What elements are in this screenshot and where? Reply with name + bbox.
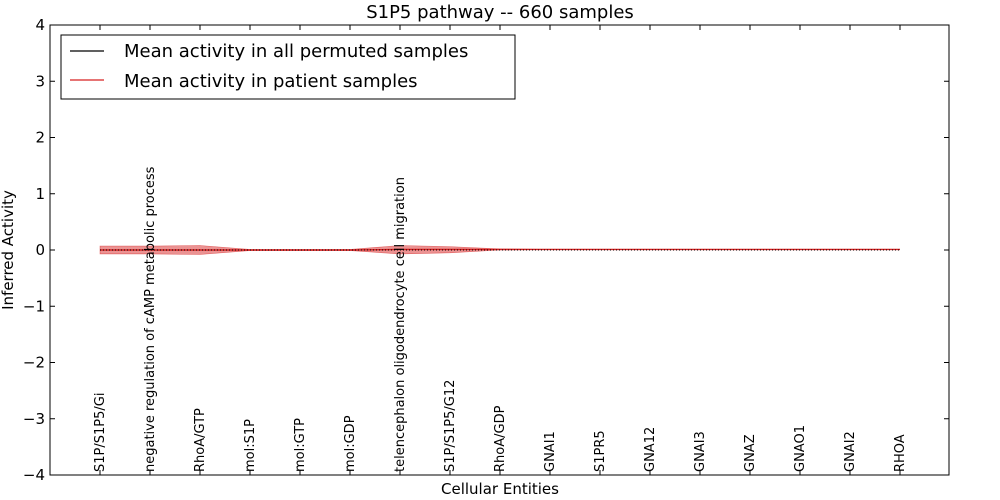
x-category-label: S1P/S1P5/G12	[443, 380, 458, 472]
x-category-label: GNA12	[643, 427, 658, 472]
x-axis-label: Cellular Entities	[441, 480, 559, 498]
y-axis-label: Inferred Activity	[0, 190, 17, 310]
x-category-label: GNAZ	[743, 434, 758, 472]
legend-box	[60, 34, 516, 100]
x-category-label: RhoA/GTP	[193, 408, 208, 472]
y-tick-label: 3	[35, 72, 45, 90]
y-tick-label: 1	[35, 185, 45, 203]
y-tick-label: −3	[23, 410, 45, 428]
x-category-label: mol:GTP	[293, 418, 308, 472]
x-category-label: GNAI1	[543, 431, 558, 472]
x-category-label: S1PR5	[593, 430, 608, 472]
legend-label-permuted: Mean activity in all permuted samples	[124, 41, 468, 62]
x-category-label: RHOA	[893, 434, 908, 472]
y-axis: 4 3 2 1 0 −1 −2 −3 −4	[23, 16, 949, 484]
legend: Mean activity in all permuted samples Me…	[60, 34, 516, 100]
y-tick-label: −4	[23, 466, 45, 484]
legend-label-patient: Mean activity in patient samples	[124, 71, 418, 92]
x-category-label: GNAI3	[693, 431, 708, 472]
x-axis-category-labels: S1P/S1P5/Gi negative regulation of cAMP m…	[93, 25, 908, 475]
y-tick-label: −2	[23, 354, 45, 372]
x-category-label: mol:GDP	[343, 415, 358, 472]
x-category-label: GNAO1	[793, 425, 808, 472]
x-category-label: RhoA/GDP	[493, 405, 508, 472]
y-tick-label: −1	[23, 297, 45, 315]
y-tick-label: 4	[35, 16, 45, 34]
x-category-label: mol:S1P	[243, 419, 258, 472]
patient-mean-line	[100, 248, 900, 251]
y-tick-label: 0	[35, 241, 45, 259]
x-category-label: GNAI2	[843, 431, 858, 472]
chart-title: S1P5 pathway -- 660 samples	[366, 2, 634, 23]
x-category-label: telencephalon oligodendrocyte cell migra…	[393, 177, 408, 472]
y-tick-label: 2	[35, 129, 45, 147]
line-layer	[100, 248, 900, 251]
x-category-label: S1P/S1P5/Gi	[93, 393, 108, 472]
x-category-label: negative regulation of cAMP metabolic pr…	[143, 166, 158, 472]
